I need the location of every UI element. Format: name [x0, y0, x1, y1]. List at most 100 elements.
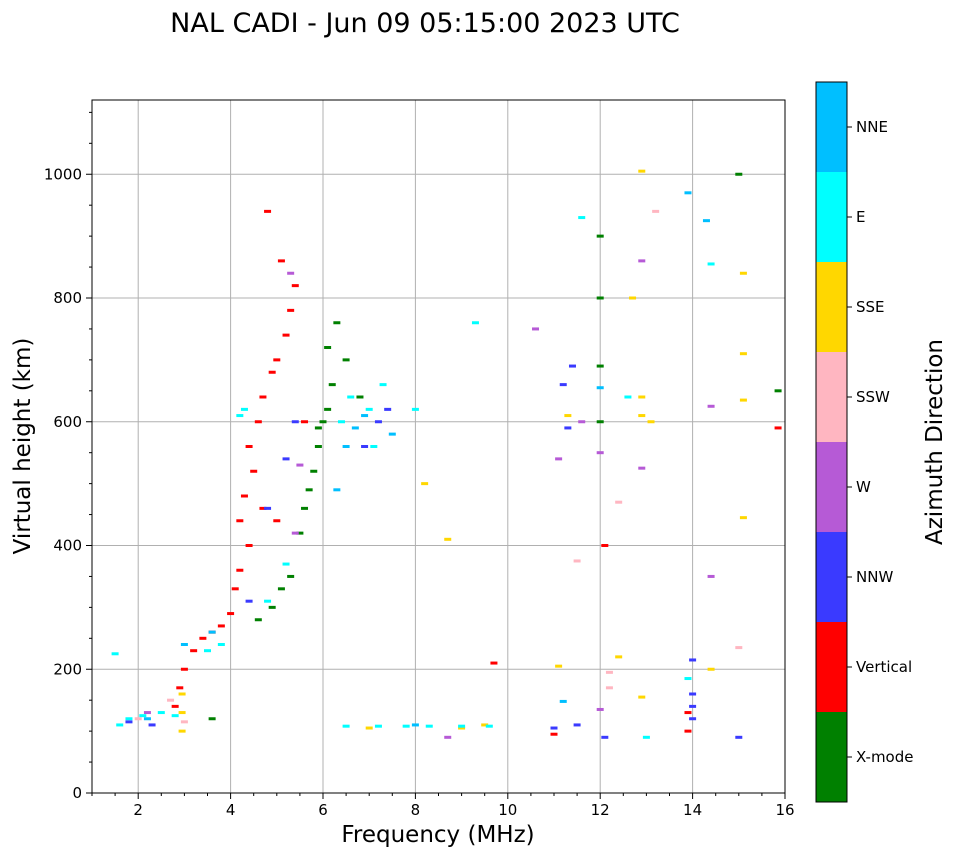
data-point	[596, 420, 604, 424]
data-point	[180, 643, 188, 646]
colorbar-segment	[816, 622, 847, 712]
data-point	[296, 531, 304, 535]
data-point	[458, 724, 466, 728]
data-point	[564, 426, 572, 430]
data-point	[411, 723, 419, 727]
data-point	[458, 726, 466, 730]
data-point	[139, 714, 147, 718]
data-point	[208, 630, 216, 634]
data-point	[647, 420, 655, 424]
data-point	[735, 172, 743, 176]
data-point	[277, 587, 285, 591]
data-point	[735, 735, 743, 739]
data-point	[178, 711, 186, 715]
colorbar-segment	[816, 442, 847, 532]
data-point	[324, 346, 332, 349]
data-point	[236, 519, 244, 523]
data-point	[254, 420, 262, 424]
data-point	[217, 624, 225, 628]
data-point	[638, 259, 646, 263]
data-point	[555, 457, 563, 461]
y-axis: 0 200 400 600 800 1000	[44, 111, 92, 802]
data-point	[287, 308, 295, 312]
data-point	[301, 420, 309, 424]
y-axis-label: Virtual height (km)	[10, 338, 36, 555]
data-point	[361, 414, 369, 418]
y-tick-label: 1000	[44, 165, 82, 183]
grid-layer	[92, 100, 786, 794]
data-point	[337, 420, 345, 424]
data-point	[388, 432, 396, 436]
data-point	[296, 463, 304, 467]
data-point	[596, 707, 604, 711]
data-point	[227, 612, 235, 616]
data-point	[240, 407, 248, 411]
data-point	[638, 169, 646, 173]
plot-frame	[91, 99, 786, 794]
data-point	[319, 420, 327, 424]
data-point	[356, 395, 364, 399]
data-point	[314, 426, 322, 430]
data-point	[291, 531, 299, 535]
data-point	[231, 587, 239, 591]
data-point	[178, 692, 186, 696]
data-point	[328, 383, 336, 387]
data-point	[347, 395, 355, 399]
data-point	[684, 711, 692, 715]
data-point	[601, 544, 609, 547]
data-point	[578, 420, 586, 424]
data-point	[596, 364, 604, 368]
data-point	[111, 652, 119, 656]
data-point	[125, 717, 133, 721]
data-point	[425, 724, 433, 728]
data-point	[287, 574, 295, 578]
data-point	[573, 723, 581, 727]
data-point	[652, 209, 660, 213]
colorbar-tick-label: W	[856, 478, 871, 496]
data-point	[471, 321, 479, 325]
data-point	[532, 327, 540, 331]
colorbar: X-mode Vertical NNW W SSW SSE E NNE	[815, 81, 913, 803]
data-point	[624, 395, 632, 399]
colorbar-segment	[816, 712, 847, 802]
data-point	[236, 414, 244, 418]
colorbar-frame	[815, 81, 848, 803]
data-point	[365, 726, 373, 730]
colorbar-label: Azimuth Direction	[922, 339, 948, 545]
data-point	[282, 562, 290, 566]
data-point	[555, 664, 563, 668]
x-tick-label: 6	[318, 801, 328, 819]
data-point	[240, 494, 248, 498]
x-tick-label: 8	[411, 801, 421, 819]
data-point	[689, 692, 697, 696]
data-point	[735, 646, 743, 650]
data-point	[402, 724, 410, 728]
data-point	[291, 284, 299, 288]
data-point	[291, 420, 299, 424]
data-point	[596, 296, 604, 300]
data-point	[774, 389, 782, 393]
y-tick-label: 600	[53, 413, 82, 431]
data-point	[707, 262, 715, 266]
x-tick-label: 14	[683, 801, 702, 819]
data-point	[273, 519, 281, 523]
data-point	[596, 451, 604, 455]
colorbar-tick-label: NNW	[856, 568, 893, 586]
data-point	[264, 506, 272, 510]
data-point	[254, 618, 262, 622]
data-point	[601, 735, 609, 739]
colorbar-segment	[816, 172, 847, 262]
data-point	[689, 658, 697, 662]
data-point	[264, 209, 272, 213]
data-point	[342, 724, 350, 728]
data-point	[370, 445, 378, 448]
data-point	[702, 219, 710, 223]
data-point	[550, 726, 558, 730]
data-point	[333, 488, 341, 492]
x-axis-label: Frequency (MHz)	[341, 822, 534, 848]
data-point	[707, 574, 715, 578]
data-point	[171, 714, 179, 718]
data-point	[379, 383, 387, 387]
data-point	[615, 500, 623, 504]
